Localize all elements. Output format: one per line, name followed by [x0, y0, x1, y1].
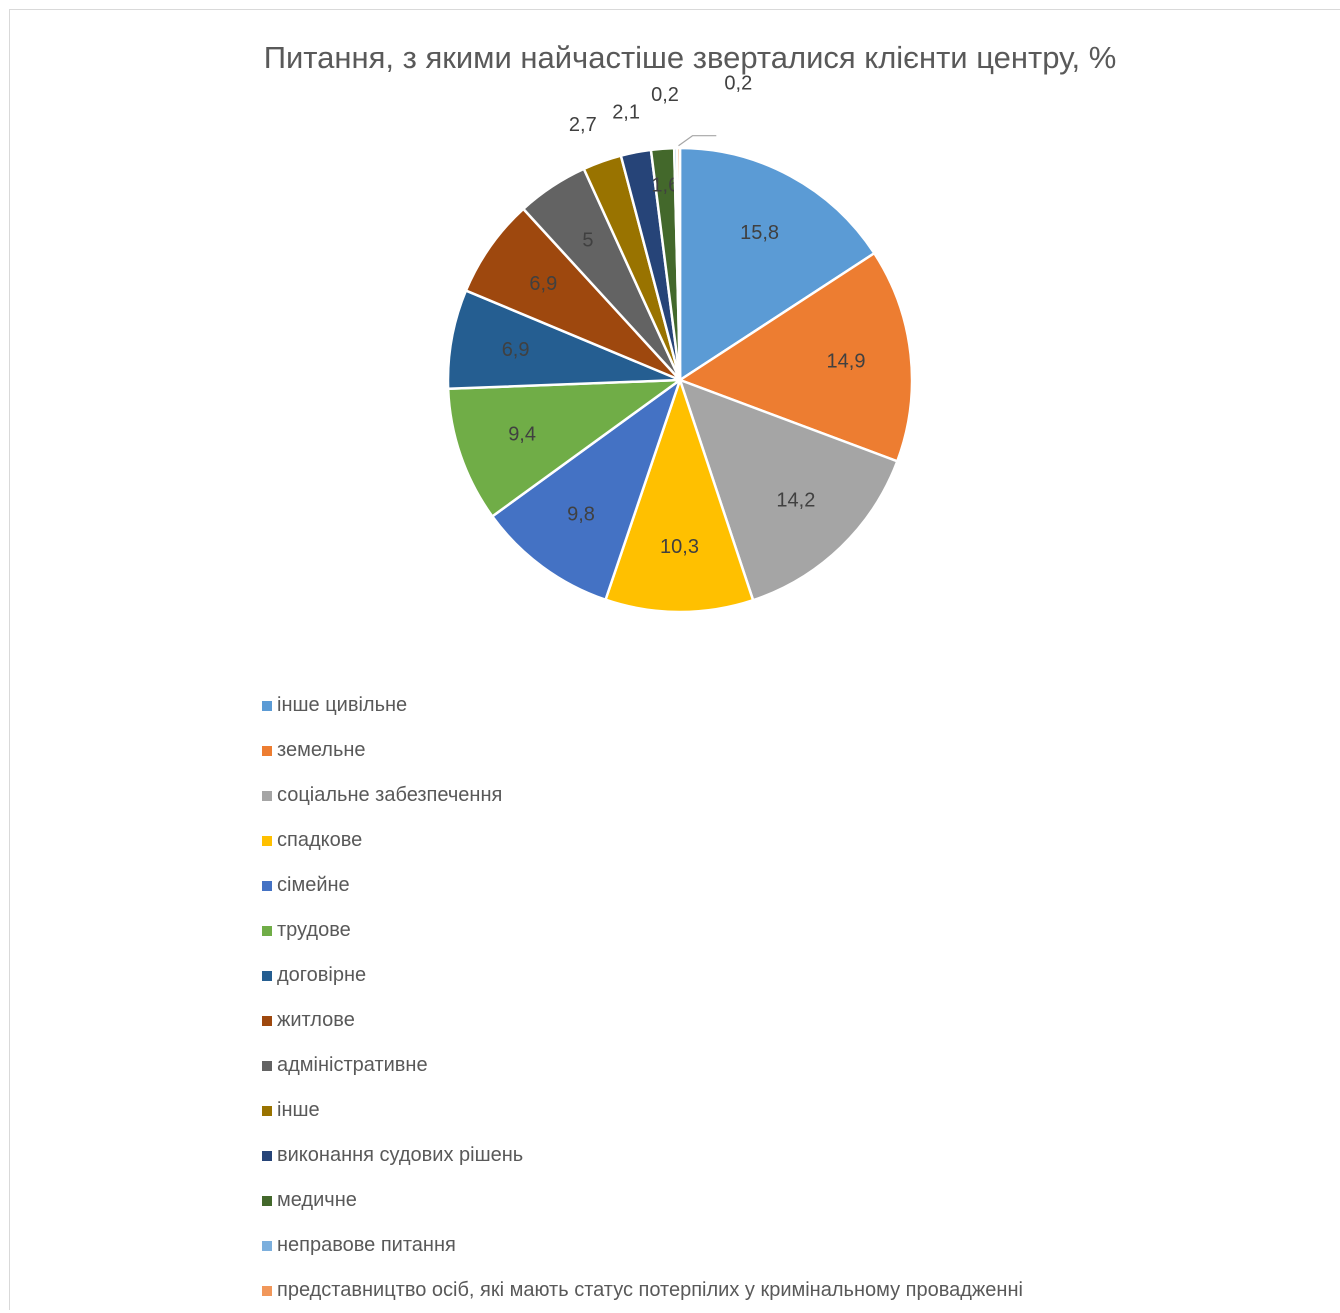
data-label: 10,3: [660, 536, 699, 558]
data-label: 6,9: [529, 273, 557, 295]
data-label: 2,7: [569, 114, 597, 136]
legend-label: житлове: [277, 1009, 355, 1031]
data-label: 0,2: [724, 73, 752, 95]
chart-title: Питання, з якими найчастіше зверталися к…: [263, 40, 1117, 75]
legend-item: договірне: [262, 953, 1023, 998]
legend-item: неправове питання: [262, 1223, 1023, 1268]
legend-swatch: [262, 745, 272, 756]
legend-swatch: [262, 700, 272, 711]
pie-slice: [675, 146, 682, 382]
leader-line: [678, 135, 717, 147]
legend-label: медичне: [277, 1189, 357, 1211]
legend-label: договірне: [277, 964, 367, 986]
legend-swatch: [262, 880, 272, 891]
pie-slice: [604, 378, 755, 614]
data-label: 5: [582, 230, 593, 252]
legend-label: виконання судових рішень: [277, 1144, 524, 1166]
pie-slice: [678, 251, 914, 463]
legend-item: земельне: [262, 728, 1023, 773]
legend-label: спадкове: [277, 829, 363, 851]
legend-label: інше: [277, 1099, 320, 1121]
data-label: 9,4: [508, 424, 536, 446]
legend-swatch: [262, 1285, 272, 1296]
legend-swatch: [262, 1150, 272, 1161]
chart-legend: інше цивільне земельне соціальне забезпече…: [262, 683, 1023, 1313]
legend-item: представництво осіб, які мають статус по…: [262, 1268, 1023, 1313]
legend-label: представництво осіб, які мають статус по…: [277, 1279, 1023, 1301]
pie-slice: [491, 378, 682, 601]
data-label: 0,2: [651, 84, 679, 106]
legend-item: соціальне забезпечення: [262, 773, 1023, 818]
legend-swatch: [262, 970, 272, 981]
legend-item: інше цивільне: [262, 683, 1023, 728]
legend-swatch: [262, 1015, 272, 1026]
pie-chart: 15,8 14,9 14,2 10,3 9,8 9,4 6,9 6,9 5 2,7 2,1 1,6 0,…: [446, 73, 914, 614]
data-label: 9,8: [567, 504, 595, 526]
legend-item: житлове: [262, 998, 1023, 1043]
legend-item: медичне: [262, 1178, 1023, 1223]
legend-label: трудове: [277, 919, 351, 941]
legend-swatch: [262, 1060, 272, 1071]
data-label: 14,9: [827, 351, 866, 373]
legend-item: спадкове: [262, 818, 1023, 863]
legend-label: адміністративне: [277, 1054, 428, 1076]
legend-swatch: [262, 1105, 272, 1116]
legend-swatch: [262, 1240, 272, 1251]
legend-label: інше цивільне: [277, 694, 408, 716]
data-label: 2,1: [612, 102, 640, 124]
legend-item: інше: [262, 1088, 1023, 1133]
legend-label: земельне: [277, 739, 366, 761]
legend-item: сімейне: [262, 863, 1023, 908]
legend-swatch: [262, 835, 272, 846]
legend-item: трудове: [262, 908, 1023, 953]
legend-label: соціальне забезпечення: [277, 784, 503, 806]
legend-swatch: [262, 790, 272, 801]
pie-slice: [678, 146, 876, 382]
data-label: 15,8: [740, 222, 779, 244]
legend-label: неправове питання: [277, 1234, 456, 1256]
pie-slice: [446, 378, 682, 518]
legend-item: адміністративне: [262, 1043, 1023, 1088]
pie-slice: [678, 378, 899, 602]
data-label: 14,2: [776, 489, 815, 511]
legend-label: сімейне: [277, 874, 350, 896]
data-label: 1,6: [651, 175, 679, 197]
legend-item: виконання судових рішень: [262, 1133, 1023, 1178]
legend-swatch: [262, 1195, 272, 1206]
data-label: 6,9: [502, 339, 530, 361]
legend-swatch: [262, 925, 272, 936]
